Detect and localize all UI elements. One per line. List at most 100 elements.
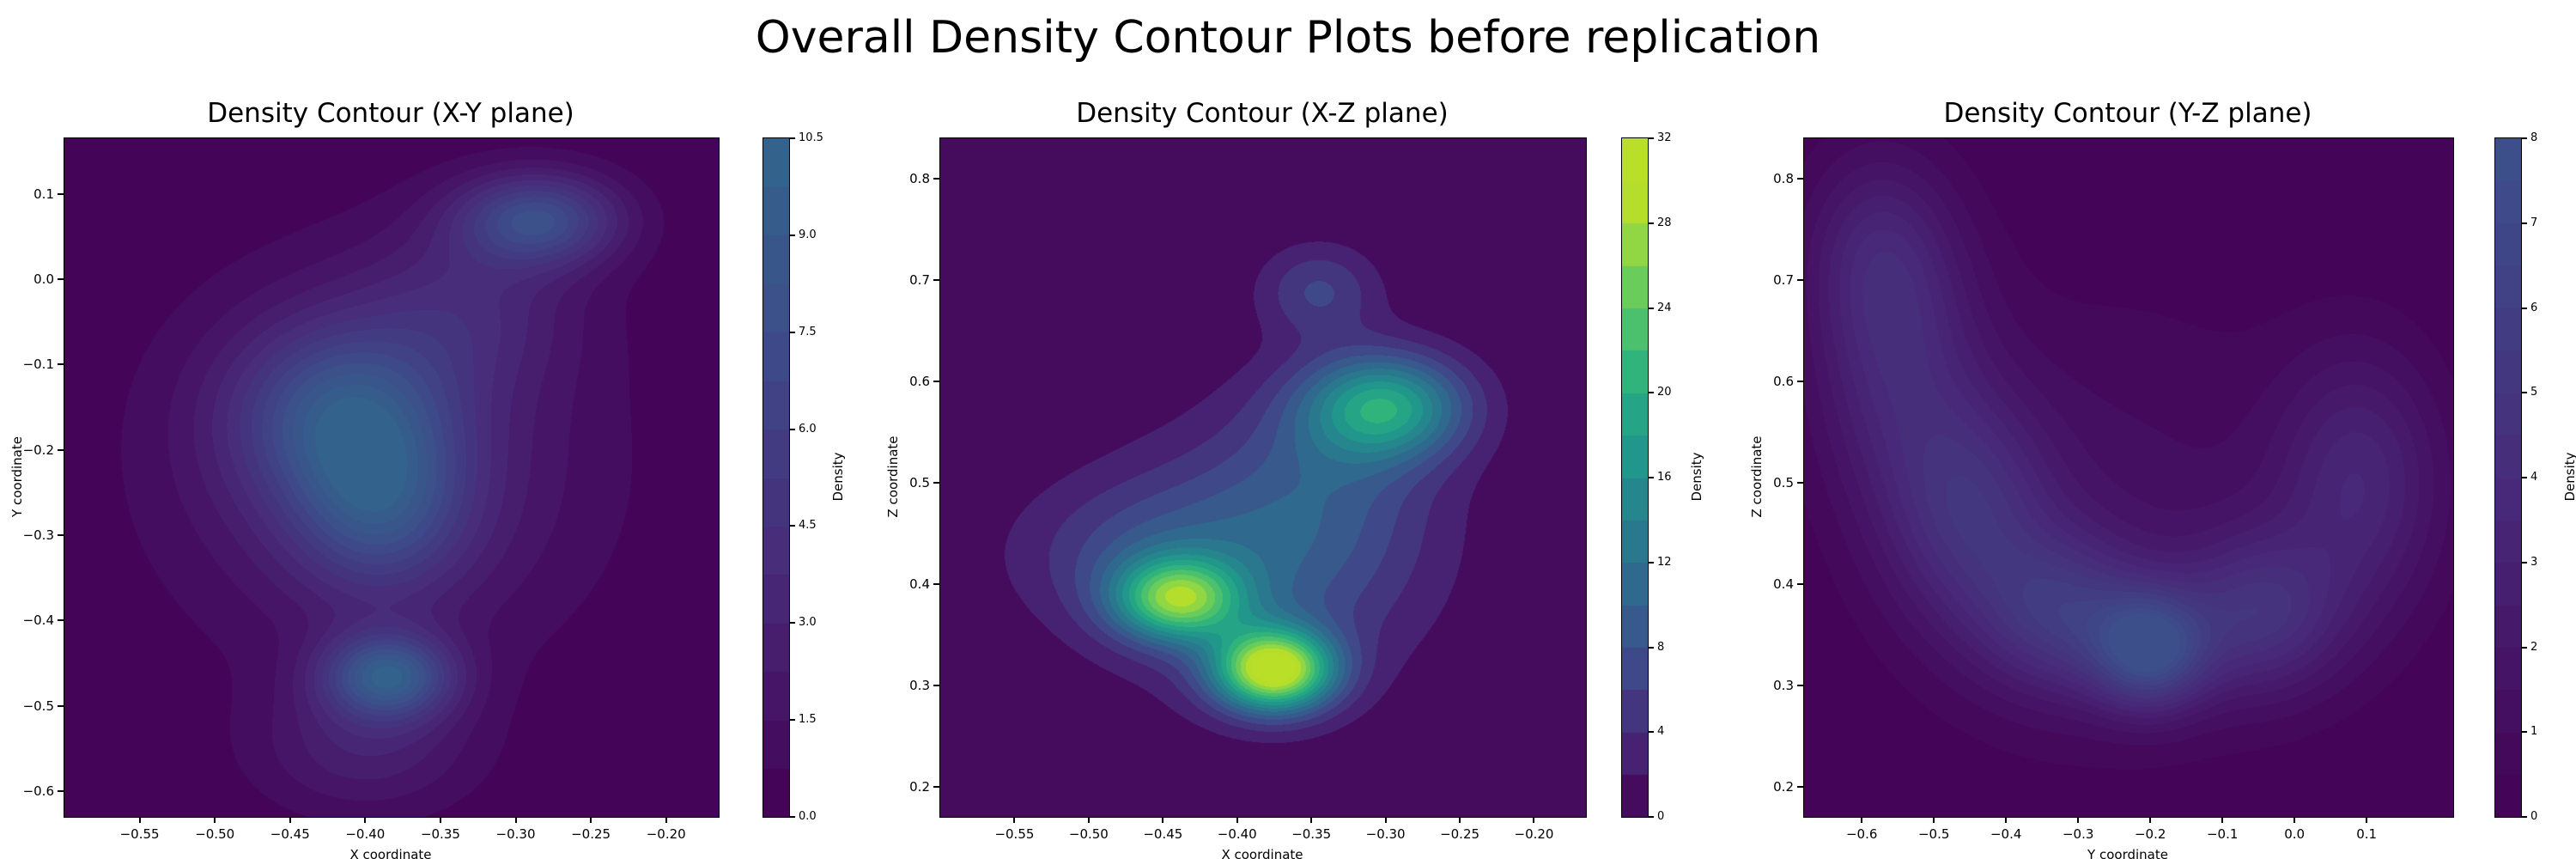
colorbar-tick-label: 9.0 (799, 228, 817, 241)
y-tick-label: −0.3 (22, 527, 54, 544)
y-tick-label: 0.5 (1773, 474, 1794, 490)
colorbar-tick-label: 0.0 (799, 810, 817, 823)
x-tick-label: −0.50 (195, 826, 235, 842)
x-tick-mark (439, 817, 441, 823)
colorbar-tick-label: 5 (2530, 386, 2538, 399)
y-tick-label: 0.2 (1773, 778, 1794, 795)
colorbar-tick-label: 1.5 (799, 713, 817, 727)
x-tick-mark (2005, 817, 2008, 823)
y-axis-label-xy: Y coordinate (9, 436, 25, 517)
colorbar-tick-mark (1648, 731, 1654, 734)
colorbar-tick-label: 8 (2530, 131, 2538, 144)
y-tick-label: 0.8 (1773, 171, 1794, 187)
y-tick-mark (933, 178, 939, 180)
colorbar-yz: 0 1 2 3 4 5 6 7 8 (2494, 131, 2537, 823)
contour-canvas-xz (940, 138, 1586, 817)
colorbar-canvas-xy (763, 138, 789, 817)
y-tick-label: 0.0 (33, 271, 54, 287)
colorbar-tick-mark (789, 331, 795, 333)
colorbar-label-yz: Density (2562, 452, 2576, 502)
x-tick-mark (1384, 817, 1387, 823)
colorbar-tick-label: 32 (1657, 131, 1672, 144)
colorbar-tick-mark (1648, 646, 1654, 649)
plot-area-yz: −0.6 −0.5 −0.4 −0.3 −0.2 −0.1 0.0 0.1 0.8 0.7 0.6 0… (1773, 137, 2454, 842)
colorbar-tick-mark (789, 816, 795, 818)
x-tick-mark (1013, 817, 1016, 823)
y-tick-label: 0.6 (909, 373, 930, 389)
x-tick-label: −0.55 (119, 826, 160, 842)
x-tick-mark (2077, 817, 2080, 823)
colorbar-tick-mark (2521, 222, 2527, 224)
colorbar-tick-label: 0 (2530, 810, 2538, 823)
colorbar-tick-label: 28 (1657, 216, 1672, 229)
colorbar-tick-mark (1648, 477, 1654, 478)
x-tick-mark (1933, 817, 1935, 823)
x-axis-label-yz: Y coordinate (2087, 847, 2168, 859)
x-tick-label: −0.40 (345, 826, 386, 842)
x-tick-label: −0.2 (2134, 826, 2166, 842)
x-tick-label: −0.1 (2206, 826, 2239, 842)
colorbar-tick-mark (2521, 646, 2527, 649)
x-tick-mark (364, 817, 367, 823)
x-tick-mark (2366, 817, 2368, 823)
y-tick-label: 0.8 (909, 171, 930, 187)
colorbar-tick-mark (1648, 137, 1654, 139)
colorbar-label-xz: Density (1689, 452, 1704, 502)
y-tick-label: 0.4 (1773, 576, 1794, 592)
y-tick-mark (1797, 279, 1803, 282)
colorbar-canvas-xz (1622, 138, 1648, 817)
colorbar-tick-mark (2521, 392, 2527, 394)
y-tick-label: 0.3 (909, 677, 930, 693)
y-tick-mark (933, 481, 939, 484)
colorbar-tick-label: 6 (2530, 301, 2538, 314)
x-tick-label: −0.4 (1990, 826, 2022, 842)
plot-title-xz: Density Contour (X-Z plane) (1076, 98, 1449, 129)
colorbar-tick-label: 7.5 (799, 325, 817, 338)
y-tick-label: −0.5 (22, 698, 54, 714)
y-tick-mark (58, 448, 64, 451)
colorbar-tick-label: 6.0 (799, 422, 817, 436)
colorbar-tick-mark (2521, 137, 2527, 139)
y-tick-label: −0.6 (22, 783, 54, 800)
plot-area-xy: −0.55 −0.50 −0.45 −0.40 −0.35 −0.30 −0.25 −0.20… (23, 137, 720, 842)
x-tick-label: −0.50 (1068, 826, 1109, 842)
y-tick-mark (58, 363, 64, 366)
y-tick-mark (933, 582, 939, 585)
colorbar-tick-mark (2521, 731, 2527, 734)
x-tick-label: −0.3 (2062, 826, 2094, 842)
y-tick-mark (933, 380, 939, 382)
x-tick-mark (1533, 817, 1535, 823)
colorbar-tick-mark (2521, 477, 2527, 478)
x-tick-label: −0.35 (1291, 826, 1332, 842)
x-tick-mark (1459, 817, 1461, 823)
y-tick-label: 0.4 (909, 576, 930, 592)
colorbar-tick-mark (2521, 307, 2527, 309)
x-tick-mark (1310, 817, 1313, 823)
colorbar-xz: 0 4 8 12 16 20 24 28 32 (1621, 131, 1672, 823)
y-tick-mark (58, 192, 64, 195)
colorbar-tick-label: 4 (1657, 725, 1665, 739)
x-tick-label: −0.35 (420, 826, 460, 842)
y-tick-mark (933, 684, 939, 686)
colorbar-tick-label: 20 (1657, 386, 1672, 399)
y-tick-mark (1797, 178, 1803, 180)
x-tick-mark (2293, 817, 2296, 823)
x-tick-label: −0.6 (1845, 826, 1878, 842)
y-tick-mark (1797, 481, 1803, 484)
colorbar-tick-mark (2521, 561, 2527, 564)
x-tick-mark (1162, 817, 1164, 823)
y-tick-mark (933, 279, 939, 282)
y-tick-label: 0.1 (33, 186, 54, 202)
plot-title-yz: Density Contour (Y-Z plane) (1943, 98, 2312, 129)
x-tick-label: −0.45 (1143, 826, 1183, 842)
x-tick-mark (2221, 817, 2224, 823)
plot-title-xy: Density Contour (X-Y plane) (207, 98, 574, 129)
y-tick-label: −0.2 (22, 442, 54, 458)
x-tick-label: −0.55 (994, 826, 1035, 842)
colorbar-tick-label: 3.0 (799, 616, 817, 630)
colorbar-tick-mark (789, 137, 795, 139)
colorbar-tick-label: 2 (2530, 640, 2538, 654)
colorbar-tick-mark (789, 622, 795, 624)
colorbar-label-xy: Density (830, 452, 846, 502)
colorbar-tick-label: 7 (2530, 216, 2538, 229)
